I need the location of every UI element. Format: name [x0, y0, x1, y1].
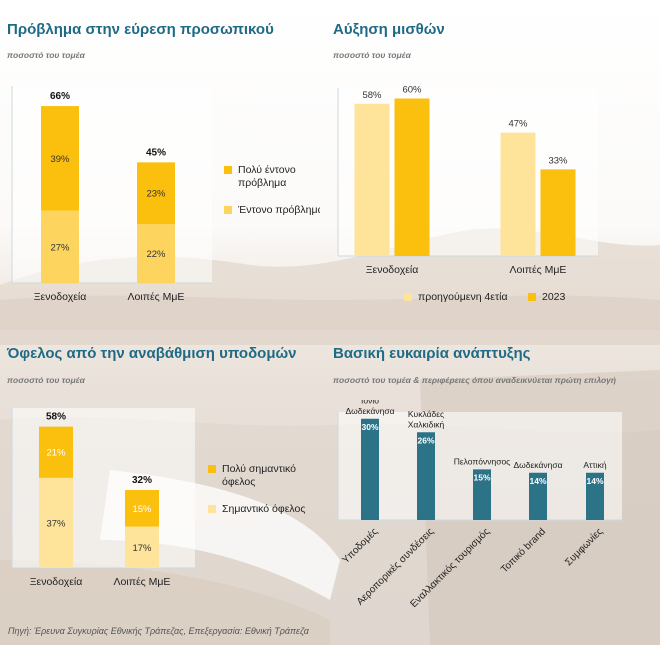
bar [417, 432, 435, 520]
bar-segment [39, 426, 73, 478]
bar-total-label: 32% [132, 475, 152, 486]
category-label: Συμφωνίες [563, 526, 606, 569]
bar-value-label: 14% [529, 476, 546, 486]
legend-label: 2023 [542, 291, 566, 303]
legend-swatch [404, 293, 412, 301]
category-label: Λοιπές ΜμΕ [510, 264, 567, 276]
legend-label: Πολύ σημαντικό όφελος [222, 463, 296, 488]
bar-segment [137, 162, 175, 225]
bar-value-label: 15% [473, 472, 490, 482]
bar [473, 469, 491, 520]
category-label: Υποδομές [340, 526, 381, 567]
bar-segment [41, 210, 79, 283]
legend-label: Πολύ έντονο πρόβλημα [238, 164, 296, 189]
legend-label: προηγούμενη 4ετία [418, 291, 508, 303]
legend-label: Σημαντικό όφελος [222, 503, 305, 515]
growth-subtitle: ποσοστό του τομέα & περιφέρειες όπου ανα… [333, 375, 617, 385]
region-annotation: Αττική [583, 460, 607, 470]
bar-value-label: 23% [146, 189, 166, 200]
category-label: Ξενοδοχεία [30, 576, 83, 588]
bar [394, 98, 430, 256]
bar-value-label: 14% [586, 476, 603, 486]
bar-value-label: 15% [132, 504, 152, 515]
growth-title: Βασική ευκαιρία ανάπτυξης [333, 345, 531, 362]
wages-chart: 58% 60% Ξενοδοχεία 47% 33% Λοιπές ΜμΕ προηγούμ… [337, 85, 598, 303]
bar-value-label: 39% [50, 154, 70, 165]
bar-value-label: 47% [508, 119, 528, 130]
bar [361, 418, 379, 520]
infrastructure-title: Όφελος από την αναβάθμιση υποδομών [7, 345, 297, 362]
region-annotation: ΚρήτηΙόνιοΔωδεκάνησα [345, 400, 394, 416]
wages-title: Αύξηση μισθών [333, 21, 445, 38]
infrastructure-chart: 37% 21% 58% Ξενοδοχεία 17% 15% 32% Λοιπές ΜμΕ Πο… [11, 408, 305, 588]
region-annotation: Δωδεκάνησα [513, 460, 562, 470]
bar [354, 103, 390, 256]
growth-chart: 30% ΚρήτηΙόνιοΔωδεκάνησα Υποδομές 26% Κυκλάδ… [337, 400, 622, 610]
bar-value-label: 60% [402, 85, 422, 96]
bar-value-label: 37% [46, 518, 66, 529]
legend-swatch [208, 465, 216, 473]
recruitment-chart: 27% 39% 66% Ξενοδοχεία 22% 23% 45% Λοιπές ΜμΕ Πο… [11, 86, 320, 303]
bar-value-label: 26% [417, 435, 434, 445]
region-annotation: Πελοπόννησος [454, 456, 511, 466]
category-label: Ξενοδοχεία [34, 291, 87, 303]
recruitment-title: Πρόβλημα στην εύρεση προσωπικού [7, 21, 274, 38]
source-footer: Πηγή: Έρευνα Συγκυρίας Εθνικής Τράπεζας,… [8, 626, 309, 636]
bar [500, 132, 536, 256]
bar-value-label: 27% [50, 242, 70, 253]
bar-segment [125, 526, 159, 568]
legend-swatch [224, 166, 232, 174]
bar-total-label: 58% [46, 412, 66, 423]
category-label: Λοιπές ΜμΕ [114, 576, 171, 588]
bar-segment [39, 477, 73, 568]
bar-value-label: 33% [548, 155, 568, 166]
category-label: Τοπικό brand [498, 526, 548, 576]
legend-label: Έντονο πρόβλημα [237, 204, 320, 216]
legend-swatch [208, 505, 216, 513]
infrastructure-subtitle: ποσοστό του τομέα [7, 375, 85, 385]
wages-subtitle: ποσοστό του τομέα [333, 50, 411, 60]
category-label: Λοιπές ΜμΕ [128, 291, 185, 303]
bar-total-label: 45% [146, 147, 166, 158]
bar [586, 472, 604, 520]
bar-value-label: 17% [132, 543, 152, 554]
bar-value-label: 22% [146, 249, 166, 260]
bar-segment [137, 224, 175, 283]
bar-value-label: 21% [46, 448, 66, 459]
category-label: Ξενοδοχεία [366, 264, 419, 276]
bar-total-label: 66% [50, 91, 70, 102]
bar-value-label: 30% [361, 422, 378, 432]
legend-swatch [528, 293, 536, 301]
bar-segment [125, 490, 159, 527]
bar [529, 472, 547, 520]
legend-swatch [224, 206, 232, 214]
bar [540, 169, 576, 256]
bar-value-label: 58% [362, 90, 382, 101]
recruitment-subtitle: ποσοστό του τομέα [7, 50, 85, 60]
bar-segment [41, 106, 79, 211]
region-annotation: Κυκλάδες Χαλκιδική [408, 409, 445, 430]
